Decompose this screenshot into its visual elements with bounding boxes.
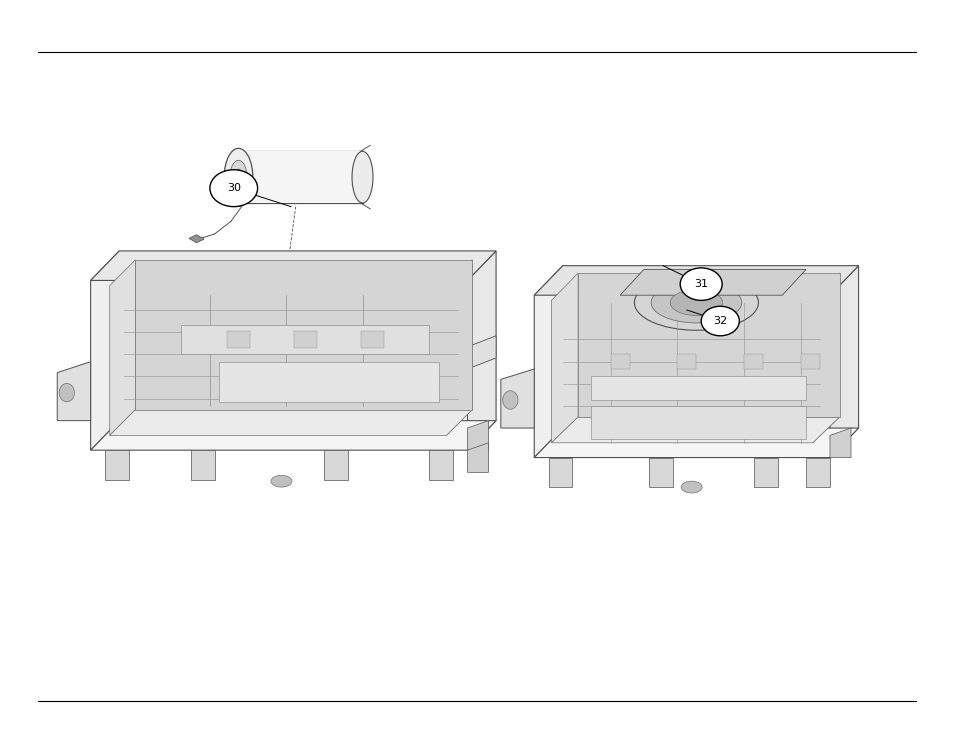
Circle shape: [679, 268, 721, 300]
Polygon shape: [91, 421, 496, 450]
Polygon shape: [191, 450, 214, 480]
Polygon shape: [110, 410, 472, 435]
Polygon shape: [591, 376, 805, 400]
Polygon shape: [135, 260, 472, 410]
Polygon shape: [578, 273, 839, 417]
Ellipse shape: [650, 283, 741, 323]
Ellipse shape: [234, 169, 242, 185]
Ellipse shape: [680, 481, 701, 493]
Polygon shape: [805, 458, 829, 487]
Polygon shape: [467, 443, 488, 472]
Polygon shape: [189, 235, 204, 243]
Ellipse shape: [634, 275, 758, 331]
Polygon shape: [648, 458, 672, 487]
Ellipse shape: [502, 391, 517, 410]
Polygon shape: [227, 331, 250, 348]
Ellipse shape: [669, 290, 721, 316]
Polygon shape: [829, 266, 858, 458]
Polygon shape: [534, 266, 858, 295]
Circle shape: [210, 170, 257, 207]
Polygon shape: [801, 354, 820, 369]
Polygon shape: [534, 266, 562, 458]
Ellipse shape: [230, 160, 247, 194]
Polygon shape: [551, 417, 839, 443]
Polygon shape: [105, 450, 129, 480]
Text: 30: 30: [227, 183, 240, 193]
Ellipse shape: [352, 151, 373, 203]
Polygon shape: [610, 354, 629, 369]
Polygon shape: [548, 458, 572, 487]
Polygon shape: [91, 251, 496, 280]
Polygon shape: [534, 428, 858, 458]
Polygon shape: [753, 458, 777, 487]
Polygon shape: [91, 251, 119, 450]
Polygon shape: [467, 251, 496, 450]
Polygon shape: [429, 450, 453, 480]
Polygon shape: [57, 362, 91, 421]
Polygon shape: [591, 406, 805, 439]
Polygon shape: [467, 336, 496, 369]
Polygon shape: [829, 428, 850, 458]
Polygon shape: [360, 331, 383, 348]
Polygon shape: [677, 354, 696, 369]
Polygon shape: [324, 450, 348, 480]
Polygon shape: [446, 260, 472, 435]
Polygon shape: [181, 325, 429, 354]
Ellipse shape: [59, 384, 74, 402]
Text: 31: 31: [694, 279, 707, 289]
Polygon shape: [294, 331, 316, 348]
Polygon shape: [500, 369, 534, 428]
Ellipse shape: [271, 475, 292, 487]
Polygon shape: [110, 260, 135, 435]
Polygon shape: [812, 273, 839, 443]
Ellipse shape: [224, 148, 253, 206]
Polygon shape: [743, 354, 762, 369]
Polygon shape: [238, 151, 362, 203]
Text: 32: 32: [713, 316, 726, 326]
Circle shape: [700, 306, 739, 336]
Polygon shape: [551, 273, 578, 443]
Polygon shape: [619, 269, 805, 295]
Polygon shape: [219, 362, 438, 402]
Polygon shape: [467, 421, 488, 450]
